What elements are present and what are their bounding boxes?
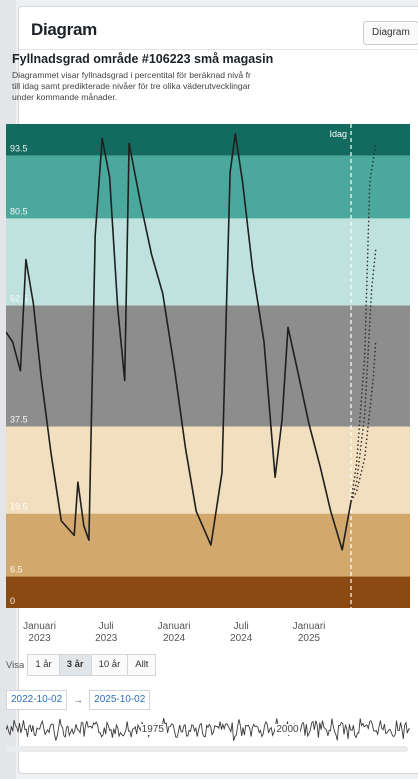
fill-level-chart[interactable]: 0 6.5 19.5 37.5 62.5 80.5 93.5 Idag — [6, 124, 410, 608]
x-tick-year: 2024 — [230, 633, 253, 644]
band-threshold-label: 6.5 — [10, 565, 23, 575]
panel-header: Diagram Diagram — [19, 7, 418, 50]
x-tick-label: Januari 2024 — [158, 621, 191, 645]
level-band — [6, 124, 410, 156]
x-tick-year: 2023 — [28, 633, 51, 644]
x-tick-month: Juli — [233, 621, 249, 632]
band-threshold-label: 0 — [10, 596, 15, 606]
range-button-all[interactable]: Allt — [127, 654, 157, 676]
navigator-scrollbar[interactable] — [6, 746, 408, 752]
date-range: 2022-10-02 → 2025-10-02 — [6, 690, 151, 710]
x-tick-year: 2023 — [95, 633, 118, 644]
x-tick-label: Januari 2025 — [293, 621, 326, 645]
description-line: under kommande månader. — [12, 92, 118, 102]
range-button-3y[interactable]: 3 år — [58, 654, 92, 676]
range-label: Visa — [6, 659, 25, 671]
navigator-series-line — [6, 717, 410, 741]
band-threshold-label: 62.5 — [10, 294, 28, 304]
range-button-1y[interactable]: 1 år — [27, 654, 60, 676]
x-tick-year: 2025 — [297, 633, 321, 644]
x-tick-month: Januari — [157, 621, 191, 632]
diagram-toggle-button[interactable]: Diagram — [363, 21, 418, 45]
range-selector: Visa 1 år 3 år 10 år Allt — [6, 654, 157, 676]
level-band — [6, 155, 410, 219]
level-band — [6, 513, 410, 577]
x-tick-label: Januari 2023 — [23, 621, 56, 645]
panel-title: Diagram — [31, 20, 97, 39]
description-line: till idag samt predikterade nivåer för t… — [12, 81, 251, 91]
level-band — [6, 426, 410, 514]
series-line-prediction — [350, 249, 377, 502]
navigator-chart[interactable] — [6, 714, 410, 744]
description-line: Diagrammet visar fyllnadsgrad i percenti… — [12, 70, 251, 80]
x-tick-month: Januari — [292, 621, 326, 632]
date-arrow: → — [73, 694, 84, 706]
chart-description: Diagrammet visar fyllnadsgrad i percenti… — [12, 70, 407, 103]
series-line-prediction — [350, 341, 377, 502]
x-tick-month: Januari — [23, 621, 56, 632]
level-band — [6, 576, 410, 608]
band-threshold-label: 37.5 — [10, 415, 28, 425]
x-tick-month: Juli — [98, 621, 114, 632]
band-threshold-label: 80.5 — [10, 206, 28, 216]
navigator-year-label: 2000 — [275, 724, 300, 735]
chart-subtitle: Fyllnadsgrad område #106223 små magasin — [12, 52, 274, 66]
today-label: Idag — [329, 129, 347, 139]
band-threshold-label: 19.5 — [10, 502, 28, 512]
navigator-year-label: 1975 — [140, 724, 165, 735]
date-to-input[interactable]: 2025-10-02 — [89, 690, 151, 710]
band-threshold-label: 93.5 — [10, 143, 28, 153]
series-line-historical — [6, 132, 352, 551]
x-tick-year: 2024 — [162, 633, 186, 644]
x-tick-label: Juli 2023 — [95, 621, 117, 645]
level-band — [6, 305, 410, 427]
range-button-10y[interactable]: 10 år — [90, 654, 129, 676]
level-band — [6, 218, 410, 306]
x-tick-label: Juli 2024 — [230, 621, 252, 645]
date-from-input[interactable]: 2022-10-02 — [6, 690, 68, 710]
series-line-prediction — [350, 143, 377, 502]
